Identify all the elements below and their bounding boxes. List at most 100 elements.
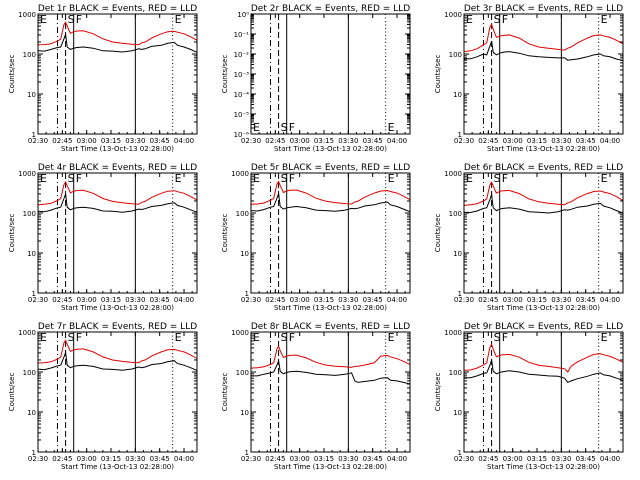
panel-title: Det 1r BLACK = Events, RED = LLD	[38, 4, 197, 14]
flag-label: E	[40, 331, 47, 344]
series-events	[250, 193, 411, 213]
flag-label: E	[601, 172, 608, 185]
x-axis-label: Start Time (13-Oct-13 02:28:00)	[487, 304, 600, 312]
flag-label: E	[466, 13, 473, 26]
plot-frame	[250, 172, 411, 294]
y-tick-label: 1	[458, 449, 462, 457]
x-tick-label: 03:30	[125, 296, 145, 304]
y-tick-label: 1000	[18, 329, 36, 337]
y-tick-label: 1000	[444, 11, 462, 19]
flag-label: E	[388, 121, 395, 134]
y-axis-label: Counts/sec	[221, 373, 229, 412]
x-tick-label: 02:45	[478, 296, 498, 304]
x-tick-label: 03:15	[527, 296, 547, 304]
series-lld	[37, 21, 198, 46]
y-tick-label: 10	[27, 91, 36, 99]
series-events	[251, 358, 411, 385]
flag-label: E	[175, 172, 182, 185]
x-tick-label: 03:00	[77, 455, 97, 463]
x-tick-label: 04:00	[600, 455, 620, 463]
plot-frame	[250, 331, 411, 453]
x-tick-label: 02:30	[241, 455, 261, 463]
x-tick-label: 03:15	[101, 296, 121, 304]
y-tick-label: 100	[23, 210, 36, 218]
x-tick-label: 03:45	[150, 455, 170, 463]
x-tick-label: 03:15	[314, 137, 334, 145]
y-tick-label: 10	[240, 409, 249, 417]
flag-label: E	[253, 172, 260, 185]
x-tick-label: 04:00	[174, 455, 194, 463]
x-tick-label: 03:30	[338, 296, 358, 304]
x-tick-label: 04:00	[387, 296, 407, 304]
series-lld	[463, 23, 624, 53]
series-lld	[463, 343, 624, 373]
x-tick-label: 03:00	[77, 137, 97, 145]
y-tick-label: 1	[32, 449, 36, 457]
flag-label: E	[175, 13, 182, 26]
x-axis-label: Start Time (13-Oct-13 02:28:00)	[274, 145, 387, 153]
panel-det-2: Det 2r BLACK = Events, RED = LLD E S F E 02:3…	[221, 4, 411, 153]
flag-label: F	[76, 331, 82, 344]
x-axis-label: Start Time (13-Oct-13 02:28:00)	[487, 463, 600, 471]
flag-label: E	[466, 172, 473, 185]
series-events	[37, 193, 198, 213]
flag-label: S	[494, 13, 501, 26]
y-tick-label: 10	[27, 409, 36, 417]
y-tick-label: 1000	[444, 329, 462, 337]
x-tick-label: 03:30	[125, 137, 145, 145]
series-lld	[37, 339, 198, 364]
y-tick-label: 1	[458, 290, 462, 298]
x-tick-label: 02:45	[478, 137, 498, 145]
flag-label: E	[601, 331, 608, 344]
y-tick-label: 1	[32, 290, 36, 298]
series-lld	[463, 181, 624, 206]
y-axis-label: Counts/sec	[434, 55, 442, 94]
y-axis-label: Counts/sec	[8, 214, 16, 253]
x-tick-label: 02:30	[241, 137, 261, 145]
flag-label: F	[502, 13, 508, 26]
y-tick-label: 100	[236, 210, 249, 218]
x-tick-label: 02:45	[478, 455, 498, 463]
x-tick-label: 03:45	[150, 296, 170, 304]
plot-frame	[463, 172, 624, 294]
x-tick-label: 03:45	[576, 296, 596, 304]
x-tick-label: 02:30	[454, 137, 474, 145]
x-tick-label: 03:00	[77, 296, 97, 304]
y-tick-label: 10⁻¹	[234, 31, 250, 39]
y-tick-label: 1	[245, 449, 249, 457]
y-tick-label: 1000	[18, 11, 36, 19]
x-tick-label: 03:00	[503, 296, 523, 304]
flag-label: F	[289, 172, 295, 185]
x-tick-label: 02:45	[52, 296, 72, 304]
flag-label: S	[281, 121, 288, 134]
x-tick-label: 03:30	[551, 455, 571, 463]
x-tick-label: 02:30	[241, 296, 261, 304]
x-tick-label: 03:00	[290, 455, 310, 463]
flag-label: E	[388, 331, 395, 344]
y-tick-label: 100	[236, 369, 249, 377]
y-tick-label: 10⁻³	[234, 71, 250, 79]
panel-title: Det 3r BLACK = Events, RED = LLD	[464, 4, 623, 14]
x-tick-label: 04:00	[174, 137, 194, 145]
panel-title: Det 8r BLACK = Events, RED = LLD	[251, 322, 410, 332]
x-tick-label: 03:15	[314, 455, 334, 463]
y-axis-label: Counts/sec	[434, 214, 442, 253]
y-tick-label: 10⁰	[237, 11, 249, 19]
y-tick-label: 1	[245, 290, 249, 298]
x-tick-label: 03:30	[338, 455, 358, 463]
x-tick-label: 02:30	[28, 296, 48, 304]
y-tick-label: 100	[449, 210, 462, 218]
flag-label: S	[68, 13, 75, 26]
x-tick-label: 03:00	[503, 455, 523, 463]
y-tick-label: 10⁻⁶	[234, 131, 250, 139]
x-tick-label: 02:45	[265, 296, 285, 304]
panel-title: Det 7r BLACK = Events, RED = LLD	[38, 322, 197, 332]
y-axis-label: Counts/sec	[8, 373, 16, 412]
series-events	[37, 352, 198, 371]
x-tick-label: 02:30	[28, 137, 48, 145]
